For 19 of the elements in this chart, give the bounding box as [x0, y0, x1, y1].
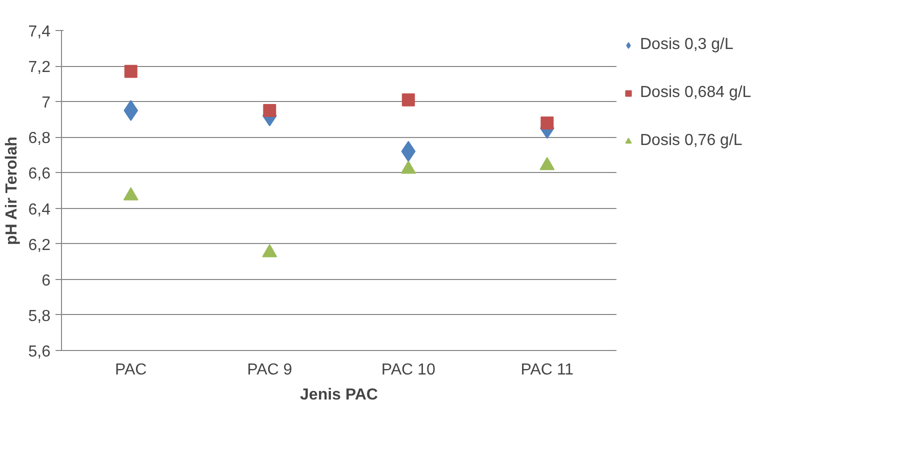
legend-label: Dosis 0,684 g/L — [640, 84, 752, 102]
y-tick-label: 7 — [42, 94, 51, 112]
legend-label: Dosis 0,3 g/L — [640, 36, 734, 54]
y-tick-label: 6,4 — [28, 201, 51, 218]
y-tick-label: 6,6 — [28, 166, 51, 183]
x-tick-label: PAC 11 — [520, 362, 574, 378]
y-tick-label: 7,2 — [28, 59, 51, 76]
y-tick-label: 6,8 — [28, 130, 51, 148]
y-tick-label: 6,2 — [28, 236, 51, 254]
x-tick-label: PAC — [115, 362, 147, 378]
y-axis-title: pH Air Terolah — [3, 136, 20, 246]
y-tick-label: 5,8 — [28, 308, 51, 325]
y-tick-label: 7,4 — [28, 24, 51, 40]
y-tick-label: 5,6 — [28, 344, 51, 360]
x-tick-label: PAC 10 — [381, 362, 436, 378]
x-axis-title: Jenis PAC — [300, 386, 378, 404]
y-tick-label: 6 — [42, 272, 51, 290]
legend-label: Dosis 0,76 g/L — [640, 132, 742, 150]
x-tick-label: PAC 9 — [247, 362, 292, 378]
